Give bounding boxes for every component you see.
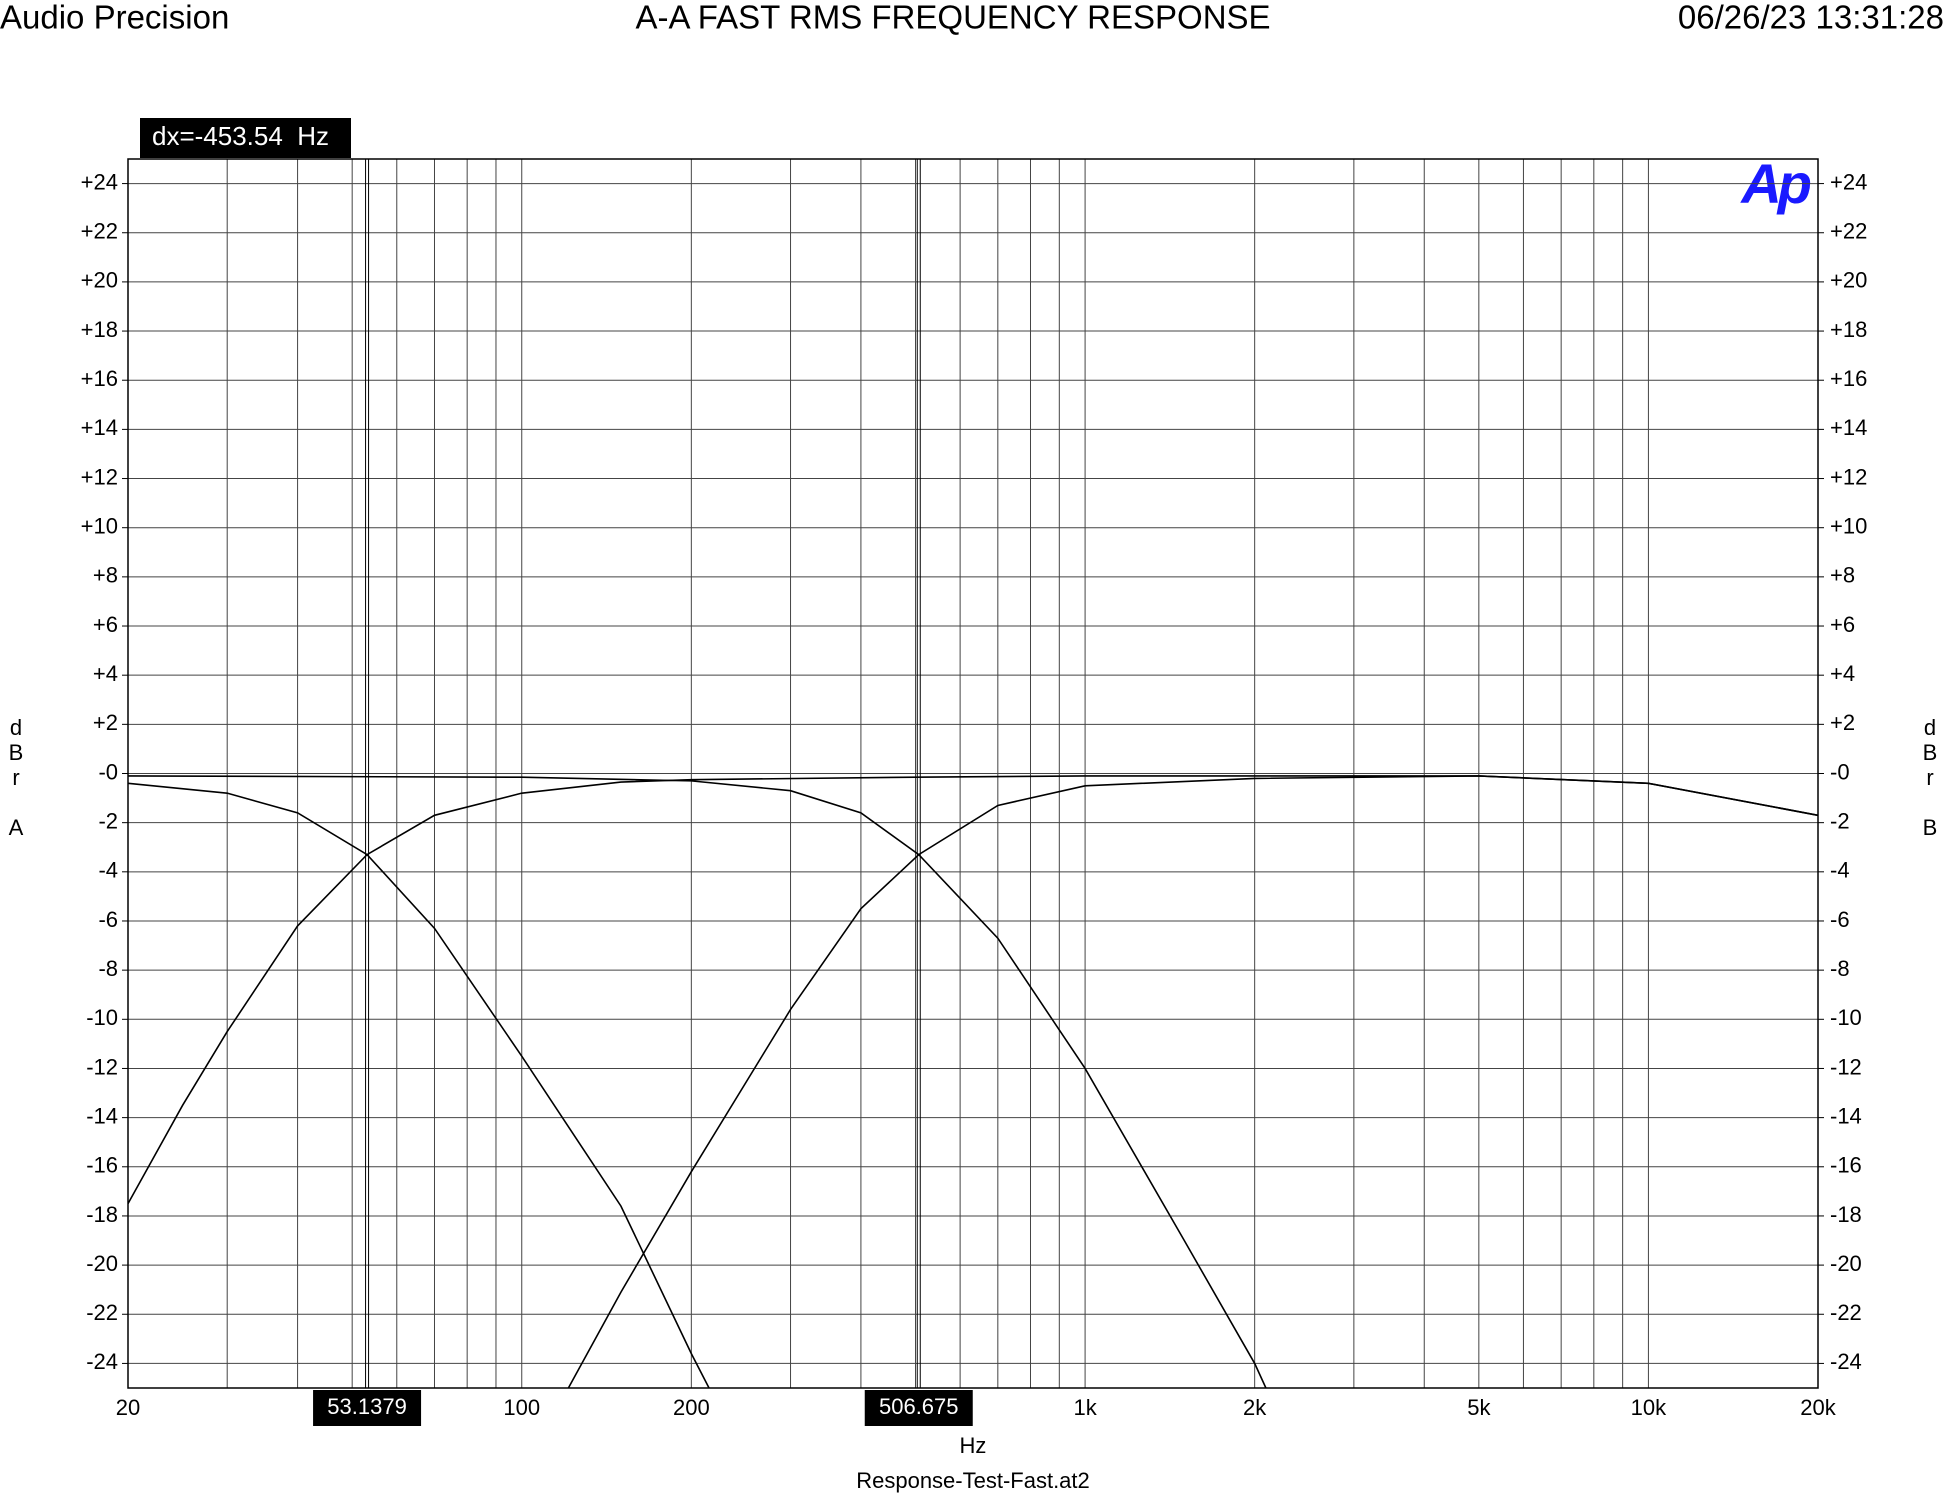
y-tick-label: -12	[86, 1054, 118, 1079]
plot-area	[128, 775, 1818, 1388]
y-tick-label: +12	[81, 464, 118, 489]
y-tick-label: +16	[81, 366, 118, 391]
y2-tick-label: -20	[1830, 1251, 1862, 1276]
y2-tick-label: +12	[1830, 464, 1867, 489]
y2-tick-label: -6	[1830, 907, 1850, 932]
y2-tick-label: +4	[1830, 661, 1855, 686]
cursor-label-bg	[313, 1390, 422, 1426]
y-tick-label: +24	[81, 169, 118, 194]
y-tick-label: +20	[81, 268, 118, 293]
cursor-label: 53.1379	[327, 1394, 407, 1419]
x-tick-label: 1k	[1073, 1395, 1097, 1420]
x-axis-label: Hz	[960, 1433, 987, 1458]
y2-tick-label: -10	[1830, 1005, 1862, 1030]
y2-tick-label: +10	[1830, 514, 1867, 539]
y2-tick-label: +6	[1830, 612, 1855, 637]
plot-frame	[127, 158, 1819, 1389]
x-tick-label: 20	[116, 1395, 140, 1420]
chart-title: A-A FAST RMS FREQUENCY RESPONSE	[635, 0, 1270, 36]
y-tick-label: -24	[86, 1349, 118, 1374]
y2-tick-label: +14	[1830, 415, 1867, 440]
y2-tick-label: -16	[1830, 1153, 1862, 1178]
y-tick-label: +22	[81, 219, 118, 244]
response-curve	[128, 775, 1267, 1388]
y-tick-label: -18	[86, 1202, 118, 1227]
cursor-readout: dx=-453.54 Hz	[152, 121, 329, 151]
header-left: Audio Precision	[0, 0, 229, 36]
y-tick-label: -14	[86, 1103, 118, 1128]
y2-tick-label: -4	[1830, 858, 1850, 883]
y-tick-label: -8	[98, 956, 118, 981]
y-tick-label: -22	[86, 1300, 118, 1325]
x-tick-label: 5k	[1467, 1395, 1491, 1420]
y-tick-label: -20	[86, 1251, 118, 1276]
y2-tick-label: -24	[1830, 1349, 1862, 1374]
response-curve	[567, 775, 1818, 1388]
y2-tick-label: -22	[1830, 1300, 1862, 1325]
y-tick-label: +18	[81, 317, 118, 342]
y-tick-label: +10	[81, 514, 118, 539]
x-tick-label: 2k	[1243, 1395, 1267, 1420]
y-tick-label: -6	[98, 907, 118, 932]
readout-bg	[140, 118, 351, 158]
x-tick-label: 10k	[1631, 1395, 1667, 1420]
y2-tick-label: -0	[1830, 759, 1850, 784]
y2-tick-label: -12	[1830, 1054, 1862, 1079]
y2-tick-label: +24	[1830, 169, 1867, 194]
timestamp: 06/26/23 13:31:28	[1678, 0, 1944, 36]
y-tick-label: -0	[98, 759, 118, 784]
y2-tick-label: +22	[1830, 219, 1867, 244]
y2-tick-label: +20	[1830, 268, 1867, 293]
y-tick-label: -2	[98, 808, 118, 833]
y-axis-label: dBr A	[4, 715, 29, 840]
y2-tick-label: +16	[1830, 366, 1867, 391]
y2-tick-label: -14	[1830, 1103, 1862, 1128]
cursor-label-bg	[864, 1390, 973, 1426]
y-tick-label: +8	[93, 563, 118, 588]
y-tick-label: -4	[98, 858, 118, 883]
y-tick-label: +4	[93, 661, 118, 686]
x-tick-label: 100	[503, 1395, 540, 1420]
y-tick-label: +2	[93, 710, 118, 735]
x-tick-label: 20k	[1800, 1395, 1836, 1420]
y2-tick-label: +2	[1830, 710, 1855, 735]
y-tick-label: +14	[81, 415, 118, 440]
y2-axis-label: dBr B	[1918, 715, 1943, 840]
y2-tick-label: -18	[1830, 1202, 1862, 1227]
y2-tick-label: -2	[1830, 808, 1850, 833]
y2-tick-label: -8	[1830, 956, 1850, 981]
y-tick-label: +6	[93, 612, 118, 637]
footer: Response-Test-Fast.at2	[856, 1468, 1090, 1493]
cursor-label: 506.675	[879, 1394, 959, 1419]
y2-tick-label: +8	[1830, 563, 1855, 588]
y-tick-label: -16	[86, 1153, 118, 1178]
response-curve	[128, 775, 1818, 1205]
x-tick-label: 200	[673, 1395, 710, 1420]
y-tick-label: -10	[86, 1005, 118, 1030]
y2-tick-label: +18	[1830, 317, 1867, 342]
response-curve	[128, 782, 710, 1388]
